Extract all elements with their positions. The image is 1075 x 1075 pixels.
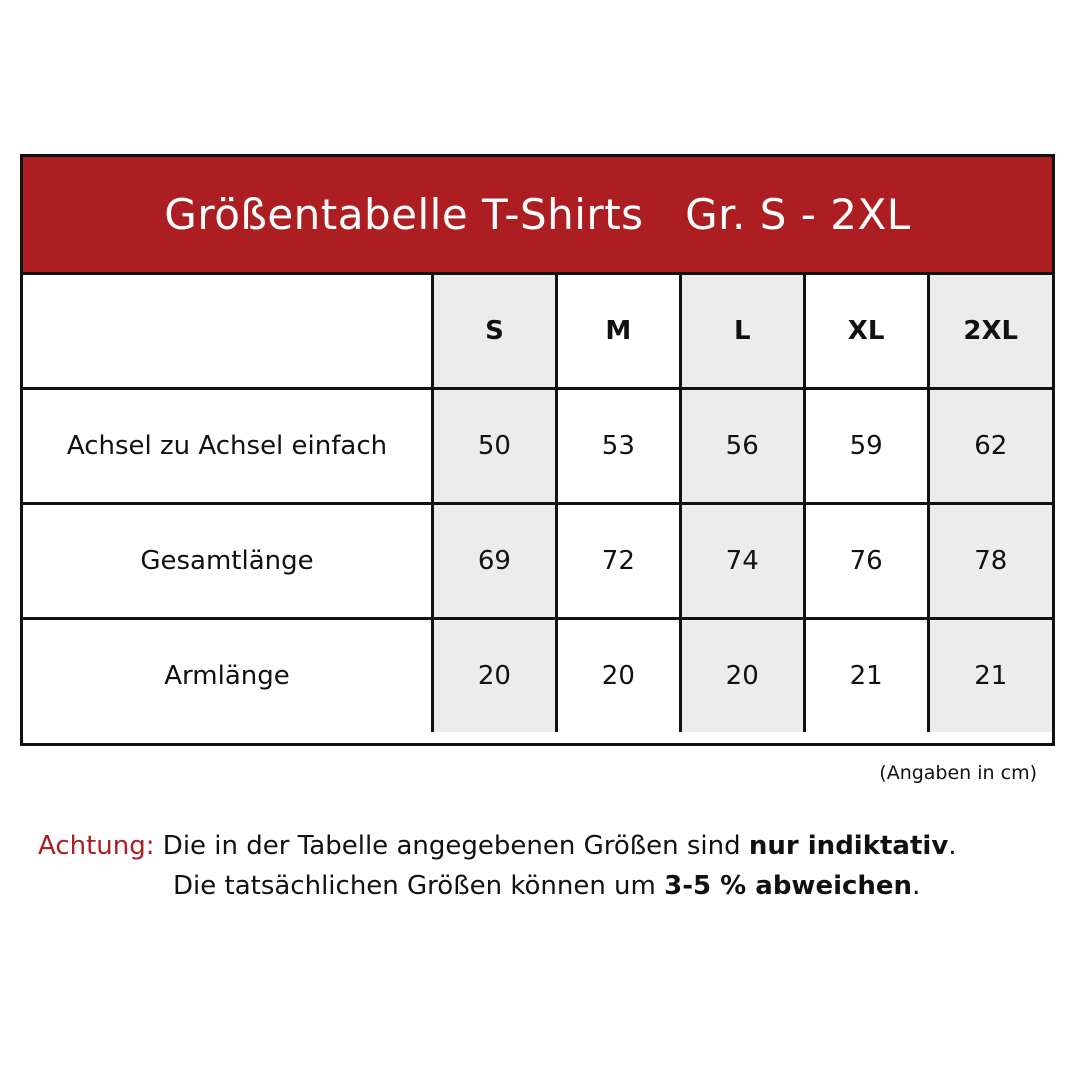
chart-title: Größentabelle T-Shirts Gr. S - 2XL [23, 157, 1052, 272]
size-chart: Größentabelle T-Shirts Gr. S - 2XL S M L… [20, 154, 1055, 746]
value-cell: 50 [431, 387, 558, 505]
value-cell: 20 [678, 617, 806, 732]
value-cell: 76 [802, 502, 930, 620]
value-cell: 72 [554, 502, 682, 620]
value-cell: 59 [802, 387, 930, 505]
value-cell: 21 [926, 617, 1052, 732]
size-header: L [678, 272, 806, 390]
note-emphasis: nur indiktativ [748, 831, 949, 861]
note-punct: . [912, 871, 921, 901]
value-cell: 74 [678, 502, 806, 620]
value-cell: 69 [431, 502, 558, 620]
note-line-2: Die tatsächlichen Größen können um 3-5 %… [38, 866, 957, 906]
table-row: Armlänge 20 20 20 21 21 [23, 617, 1052, 732]
size-header: XL [802, 272, 930, 390]
value-cell: 78 [926, 502, 1052, 620]
note-emphasis: 3-5 % abweichen [664, 871, 913, 901]
disclaimer-note: Achtung: Die in der Tabelle angegebenen … [38, 826, 957, 906]
row-label: Gesamtlänge [23, 502, 434, 620]
row-label: Armlänge [23, 617, 434, 732]
size-header: M [554, 272, 682, 390]
row-label: Achsel zu Achsel einfach [23, 387, 434, 505]
size-header: S [431, 272, 558, 390]
note-text: Die in der Tabelle angegebenen Größen si… [154, 831, 749, 861]
note-punct: . [948, 831, 957, 861]
warning-label: Achtung: [38, 831, 155, 861]
value-cell: 53 [554, 387, 682, 505]
size-table: S M L XL 2XL Achsel zu Achsel einfach 50… [23, 272, 1052, 732]
size-header: 2XL [926, 272, 1052, 390]
note-text: Die tatsächlichen Größen können um [173, 871, 665, 901]
value-cell: 20 [431, 617, 558, 732]
table-row: Gesamtlänge 69 72 74 76 78 [23, 502, 1052, 620]
empty-corner-cell [23, 272, 434, 390]
unit-note: (Angaben in cm) [879, 762, 1037, 784]
value-cell: 62 [926, 387, 1052, 505]
value-cell: 20 [554, 617, 682, 732]
table-row: Achsel zu Achsel einfach 50 53 56 59 62 [23, 387, 1052, 505]
value-cell: 21 [802, 617, 930, 732]
value-cell: 56 [678, 387, 806, 505]
header-row: S M L XL 2XL [23, 272, 1052, 390]
note-line-1: Achtung: Die in der Tabelle angegebenen … [38, 826, 957, 866]
